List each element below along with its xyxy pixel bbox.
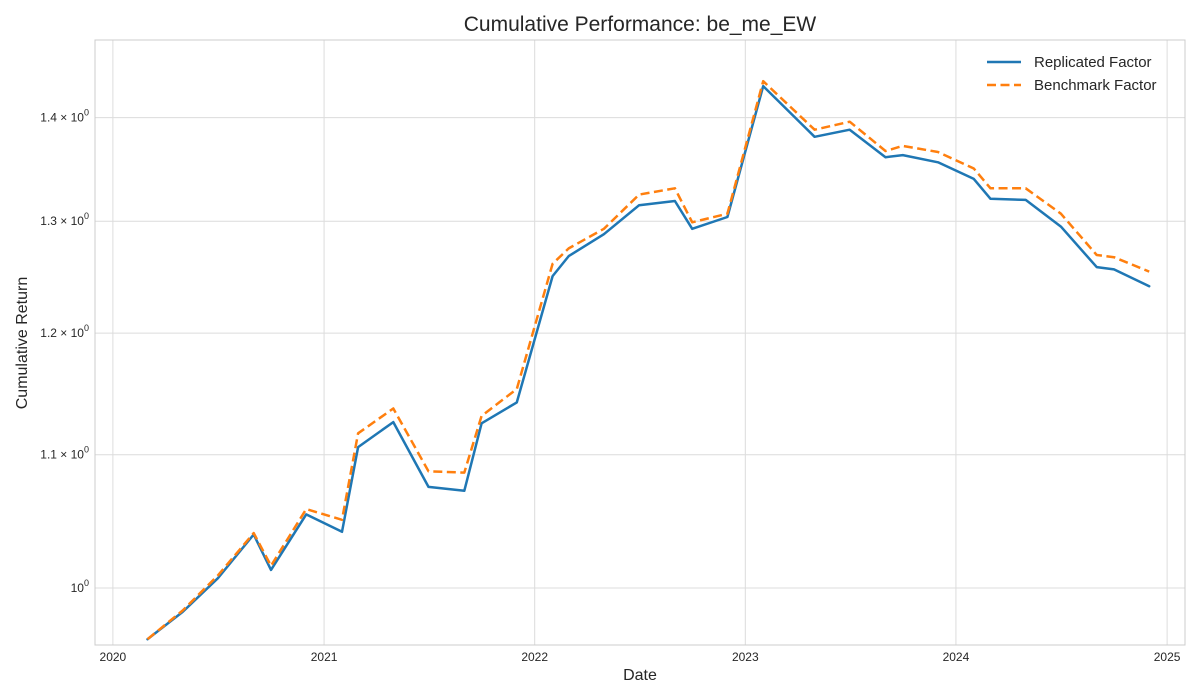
legend: Replicated Factor Benchmark Factor bbox=[987, 54, 1157, 94]
y-tick-label: 1.3 × 100 bbox=[40, 211, 89, 228]
grid-layer bbox=[95, 40, 1185, 645]
plot-frame bbox=[94, 39, 1186, 646]
x-axis-label: Date bbox=[623, 667, 657, 684]
y-tick-label: 1.1 × 100 bbox=[40, 445, 89, 462]
series-line-replicated-factor bbox=[146, 84, 1151, 641]
chart-title: Cumulative Performance: be_me_EW bbox=[464, 13, 817, 36]
y-tick-label: 100 bbox=[71, 578, 89, 595]
legend-label: Benchmark Factor bbox=[1034, 77, 1157, 94]
tick-labels: 2020 2021 2022 2023 2024 2025 100 1.1 × 100 1.2 … bbox=[40, 108, 1181, 664]
y-tick-label: 1.2 × 100 bbox=[40, 323, 89, 340]
y-tick-label: 1.4 × 100 bbox=[40, 108, 89, 125]
x-tick-label: 2024 bbox=[943, 650, 970, 664]
y-axis-label: Cumulative Return bbox=[14, 277, 31, 410]
x-tick-label: 2021 bbox=[311, 650, 338, 664]
series-layer bbox=[146, 79, 1151, 641]
x-tick-label: 2020 bbox=[100, 650, 127, 664]
x-tick-label: 2022 bbox=[521, 650, 548, 664]
x-tick-label: 2023 bbox=[732, 650, 759, 664]
x-tick-label: 2025 bbox=[1154, 650, 1181, 664]
legend-label: Replicated Factor bbox=[1034, 54, 1152, 71]
